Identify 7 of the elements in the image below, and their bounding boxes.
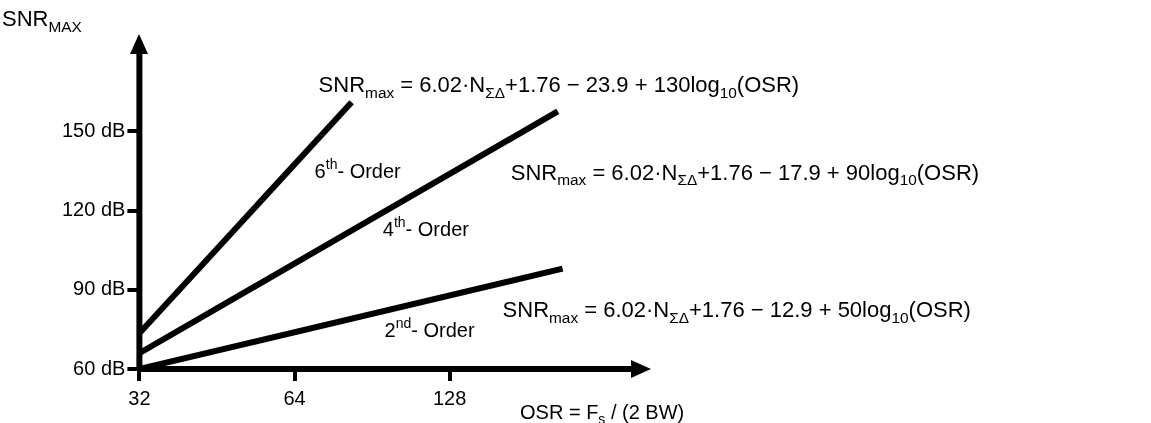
y-tick-label: 120 dB xyxy=(62,198,126,221)
y-tick-label: 150 dB xyxy=(62,118,126,141)
y-tick-label: 90 dB xyxy=(73,277,126,300)
y-tick-label: 60 dB xyxy=(73,356,126,379)
x-tick-label: 64 xyxy=(283,386,306,409)
x-tick-label: 128 xyxy=(432,386,467,409)
x-tick-label: 32 xyxy=(128,386,151,409)
